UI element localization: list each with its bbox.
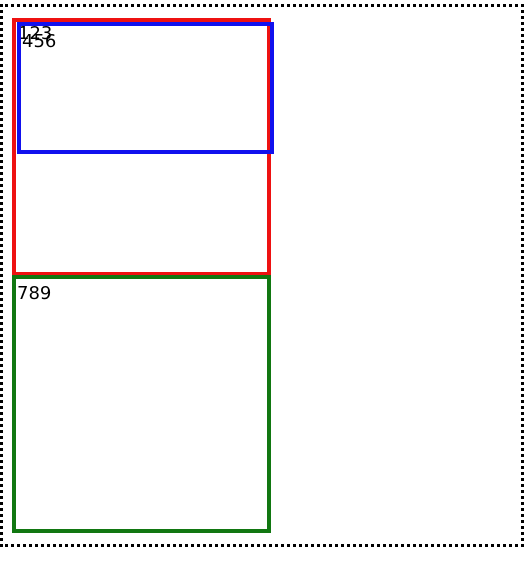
green-box-label: 789	[17, 283, 52, 304]
green-box: 789	[12, 275, 271, 533]
dotted-container	[0, 4, 524, 547]
blue-box: 456	[17, 22, 274, 154]
blue-box-label: 456	[22, 31, 57, 52]
red-box: 123	[12, 18, 271, 276]
red-box-label: 123	[18, 23, 53, 44]
